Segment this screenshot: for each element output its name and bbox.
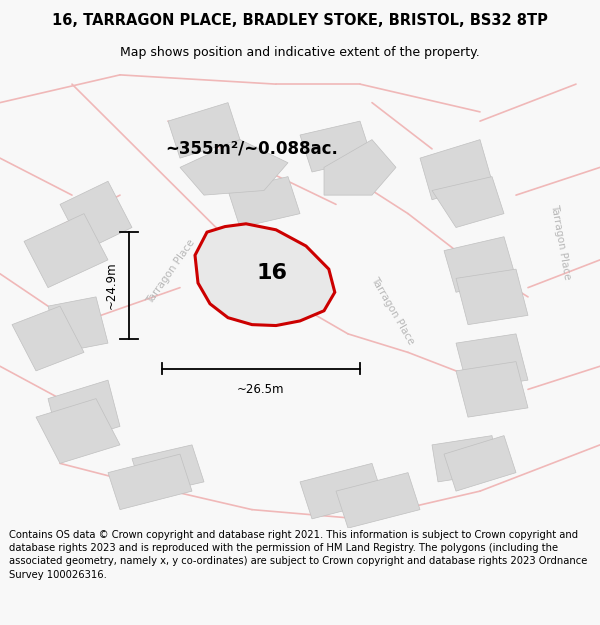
- Text: Tarragon Place: Tarragon Place: [370, 275, 416, 346]
- Text: 16, TARRAGON PLACE, BRADLEY STOKE, BRISTOL, BS32 8TP: 16, TARRAGON PLACE, BRADLEY STOKE, BRIST…: [52, 13, 548, 28]
- Polygon shape: [324, 139, 396, 195]
- Text: Tarragon Place: Tarragon Place: [550, 203, 572, 280]
- Polygon shape: [132, 445, 204, 496]
- Text: ~24.9m: ~24.9m: [104, 261, 118, 309]
- Polygon shape: [180, 139, 288, 195]
- Polygon shape: [444, 237, 516, 292]
- Polygon shape: [48, 297, 108, 352]
- Polygon shape: [420, 139, 492, 200]
- Polygon shape: [228, 177, 300, 227]
- Polygon shape: [12, 306, 84, 371]
- Polygon shape: [444, 436, 516, 491]
- Polygon shape: [432, 177, 504, 227]
- Polygon shape: [456, 269, 528, 324]
- Polygon shape: [36, 399, 120, 463]
- Polygon shape: [432, 436, 498, 482]
- Text: ~355m²/~0.088ac.: ~355m²/~0.088ac.: [166, 140, 338, 158]
- Polygon shape: [195, 224, 335, 326]
- Text: 16: 16: [257, 262, 288, 282]
- Polygon shape: [24, 214, 108, 288]
- Polygon shape: [108, 454, 192, 509]
- Polygon shape: [456, 362, 528, 417]
- Text: Contains OS data © Crown copyright and database right 2021. This information is : Contains OS data © Crown copyright and d…: [9, 530, 587, 579]
- Polygon shape: [60, 181, 132, 251]
- Polygon shape: [456, 334, 528, 389]
- Polygon shape: [336, 472, 420, 528]
- Text: ~26.5m: ~26.5m: [237, 383, 285, 396]
- Polygon shape: [168, 102, 240, 158]
- Text: Map shows position and indicative extent of the property.: Map shows position and indicative extent…: [120, 46, 480, 59]
- Polygon shape: [300, 121, 372, 172]
- Polygon shape: [48, 380, 120, 445]
- Polygon shape: [300, 463, 384, 519]
- Text: Tarragon Place: Tarragon Place: [145, 238, 197, 306]
